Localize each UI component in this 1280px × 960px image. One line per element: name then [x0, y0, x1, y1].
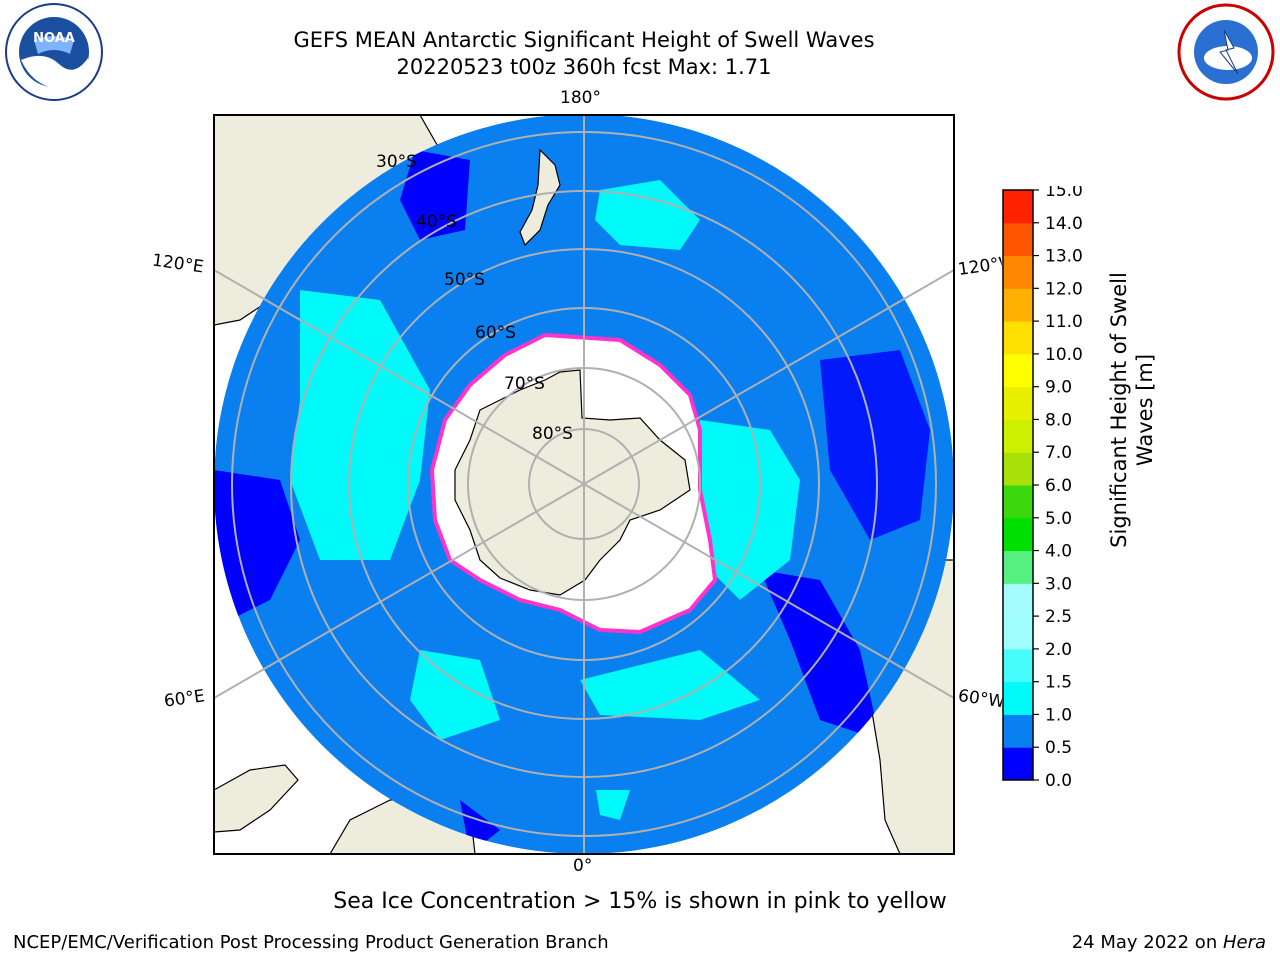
colorbar-tick-label: 13.0 — [1045, 247, 1083, 267]
colorbar-tick-label: 15.0 — [1045, 186, 1083, 201]
colorbar-segment — [1003, 222, 1033, 257]
credit-date-text: 24 May 2022 on — [1071, 932, 1223, 953]
colorbar-segment — [1003, 321, 1033, 355]
colorbar-tick-label: 10.0 — [1045, 345, 1083, 365]
sea-ice-note: Sea Ice Concentration > 15% is shown in … — [333, 889, 947, 914]
colorbar-tick-label: 4.0 — [1045, 542, 1072, 562]
lat-label-30s: 30°S — [376, 152, 417, 172]
colorbar-segment — [1003, 747, 1033, 781]
chart-title: GEFS MEAN Antarctic Significant Height o… — [293, 28, 875, 52]
noaa-logo-icon: NOAA — [5, 3, 103, 101]
colorbar-tick-label: 1.5 — [1045, 673, 1072, 693]
colorbar-segment — [1003, 648, 1033, 683]
lat-label-80s: 80°S — [532, 424, 573, 444]
colorbar-tick-label: 6.0 — [1045, 476, 1072, 496]
credit-branch: NCEP/EMC/Verification Post Processing Pr… — [13, 932, 609, 953]
colorbar-segment — [1003, 550, 1033, 584]
colorbar-segment — [1003, 419, 1033, 453]
colorbar-label-line1: Significant Height of Swell — [1107, 272, 1131, 548]
colorbar-label-line2: Waves [m] — [1133, 353, 1157, 467]
colorbar-tick-label: 0.0 — [1045, 771, 1072, 786]
map-frame-border — [213, 114, 955, 855]
colorbar-tick-label: 0.5 — [1045, 738, 1072, 758]
colorbar-segment — [1003, 353, 1033, 388]
colorbar-segment — [1003, 255, 1033, 289]
colorbar-segment — [1003, 714, 1033, 748]
colorbar-segment — [1003, 452, 1033, 486]
colorbar-segment — [1003, 517, 1033, 552]
lon-label-0: 0° — [573, 856, 593, 876]
lat-label-70s: 70°S — [504, 374, 545, 394]
land-madagascar — [214, 764, 299, 833]
land-new-zealand — [519, 148, 561, 247]
colorbar-segment — [1003, 190, 1033, 224]
colorbar-tick-label: 14.0 — [1045, 214, 1083, 234]
colorbar-tick-label: 3.0 — [1045, 574, 1072, 594]
colorbar-tick-label: 2.5 — [1045, 607, 1072, 627]
colorbar-scale: 0.0 0.5 1.0 1.5 2.0 2.5 3.0 4.0 5.0 6.0 7.0 8.0 9.0 1… — [1002, 181, 1083, 791]
colorbar: 0.0 0.5 1.0 1.5 2.0 2.5 3.0 4.0 5.0 6.0 7.0 8.0 9.0 1… — [1000, 181, 1150, 791]
lat-label-60s: 60°S — [475, 323, 516, 343]
colorbar-segment — [1003, 386, 1033, 420]
colorbar-segment — [1003, 616, 1033, 650]
colorbar-tick-label: 2.0 — [1045, 640, 1072, 660]
colorbar-segment — [1003, 681, 1033, 715]
colorbar-tick-label: 12.0 — [1045, 279, 1083, 299]
colorbar-tick-label: 8.0 — [1045, 410, 1072, 430]
colorbar-segment — [1003, 583, 1033, 617]
colorbar-tick-label: 5.0 — [1045, 509, 1072, 529]
colorbar-tick-label: 1.0 — [1045, 705, 1072, 725]
nws-logo-icon — [1177, 3, 1275, 101]
noaa-logo-text: NOAA — [33, 31, 75, 46]
colorbar-tick-label: 11.0 — [1045, 312, 1083, 332]
colorbar-tick-label: 9.0 — [1045, 378, 1072, 398]
colorbar-tick-label: 7.0 — [1045, 443, 1072, 463]
lat-label-40s: 40°S — [416, 212, 457, 232]
colorbar-segment — [1003, 288, 1033, 322]
colorbar-label-wrap: Significant Height of Swell Waves [m] — [1102, 180, 1162, 640]
credit-date: 24 May 2022 on Hera — [1072, 932, 1266, 953]
colorbar-segment — [1003, 485, 1033, 519]
lon-label-180: 180° — [560, 88, 601, 108]
credit-host: Hera — [1222, 932, 1266, 953]
chart-subtitle: 20220523 t00z 360h fcst Max: 1.71 — [396, 55, 772, 79]
lat-label-50s: 50°S — [444, 270, 485, 290]
